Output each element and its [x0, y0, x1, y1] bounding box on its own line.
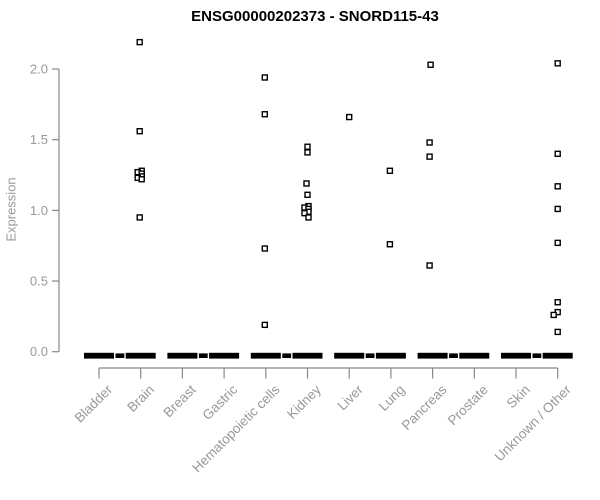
data-point — [554, 239, 561, 247]
data-point — [136, 214, 143, 221]
zero-cluster-outlier — [369, 353, 375, 358]
data-point — [554, 60, 561, 67]
zero-cluster-outlier — [286, 353, 292, 358]
zero-cluster-bar — [209, 352, 240, 359]
zero-cluster-outlier — [532, 353, 538, 358]
chart-title: ENSG00000202373 - SNORD115-43 — [191, 8, 439, 25]
zero-cluster-outlier — [453, 353, 458, 358]
data-point — [426, 153, 433, 160]
zero-cluster-outlier — [119, 353, 125, 358]
zero-cluster-bar — [167, 352, 198, 359]
data-point — [138, 176, 145, 183]
data-point — [261, 321, 268, 329]
data-point — [261, 111, 268, 118]
data-point — [136, 127, 143, 135]
zero-cluster-bar — [501, 352, 531, 359]
data-point — [386, 241, 394, 248]
data-point — [554, 328, 561, 336]
zero-cluster-bar — [292, 352, 323, 359]
data-point — [305, 214, 312, 221]
y-tick-label: 1.0 — [30, 203, 48, 218]
data-point — [554, 150, 561, 158]
data-point — [303, 180, 310, 187]
data-point — [554, 205, 561, 213]
data-point — [426, 262, 433, 269]
data-point — [301, 209, 308, 217]
data-point — [427, 61, 434, 68]
data-point — [304, 191, 311, 199]
data-point — [386, 167, 394, 174]
zero-cluster-outlier — [449, 353, 454, 358]
zero-cluster-outlier — [203, 353, 208, 358]
y-tick-label: 1.5 — [30, 132, 48, 147]
zero-cluster-outlier — [115, 353, 121, 358]
data-point — [550, 311, 557, 319]
zero-cluster-bar — [250, 352, 281, 359]
zero-cluster-bar — [84, 352, 114, 359]
zero-cluster-outlier — [536, 353, 542, 358]
data-point — [426, 139, 433, 146]
data-point — [304, 143, 311, 150]
data-point — [554, 299, 561, 306]
zero-cluster-outlier — [282, 353, 287, 358]
y-tick-label: 0.5 — [30, 274, 48, 289]
zero-cluster-bar — [125, 352, 156, 359]
data-point — [304, 149, 311, 156]
zero-cluster-bar — [459, 352, 490, 359]
data-point — [554, 183, 561, 190]
zero-cluster-outlier — [365, 353, 371, 358]
data-point — [346, 113, 353, 121]
y-tick-label: 2.0 — [30, 62, 48, 77]
y-tick-label: 0.0 — [30, 344, 48, 359]
zero-cluster-bar — [375, 352, 406, 359]
zero-cluster-bar — [542, 352, 573, 359]
data-point — [261, 74, 268, 81]
data-point — [136, 38, 143, 46]
zero-cluster-outlier — [198, 353, 204, 358]
zero-cluster-bar — [334, 352, 365, 359]
data-point — [261, 245, 268, 252]
zero-cluster-bar — [417, 352, 448, 359]
